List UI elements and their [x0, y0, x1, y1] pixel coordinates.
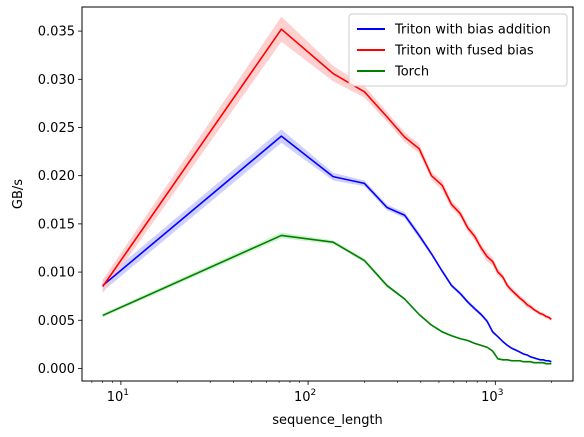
- series-line-1: [102, 28, 552, 320]
- x-tick-label: 101: [107, 388, 129, 405]
- legend-box: [348, 13, 568, 87]
- legend: Triton with bias addition Triton with fu…: [348, 13, 568, 87]
- plot-frame: [81, 6, 574, 382]
- y-tick-label: 0.015: [38, 217, 75, 232]
- y-tick-label: 0.025: [38, 121, 75, 136]
- legend-label-fused-bias: Triton with fused bias: [394, 44, 534, 59]
- y-tick-label: 0.000: [38, 362, 75, 377]
- y-tick-label: 0.020: [38, 169, 75, 184]
- y-tick-label: 0.005: [38, 314, 75, 329]
- x-tick-label: 102: [294, 388, 316, 405]
- series-line-2: [102, 234, 552, 365]
- series-lines-group: [102, 28, 552, 365]
- x-tick-label: 103: [481, 388, 503, 405]
- x-ticks-group: 101 102 103: [91, 381, 552, 405]
- y-tick-label: 0.010: [38, 266, 75, 281]
- series-line-0: [102, 135, 552, 363]
- y-ticks-group: 0.000 0.005 0.010 0.015 0.020 0.025 0.030 0.035: [38, 25, 82, 377]
- y-tick-label: 0.030: [38, 73, 75, 88]
- series-band-0: [102, 129, 552, 363]
- legend-label-bias-addition: Triton with bias addition: [394, 23, 551, 38]
- legend-label-torch: Torch: [394, 65, 429, 80]
- y-tick-label: 0.035: [38, 25, 75, 40]
- x-axis-label: sequence_length: [272, 413, 383, 428]
- y-axis-label: GB/s: [11, 179, 26, 209]
